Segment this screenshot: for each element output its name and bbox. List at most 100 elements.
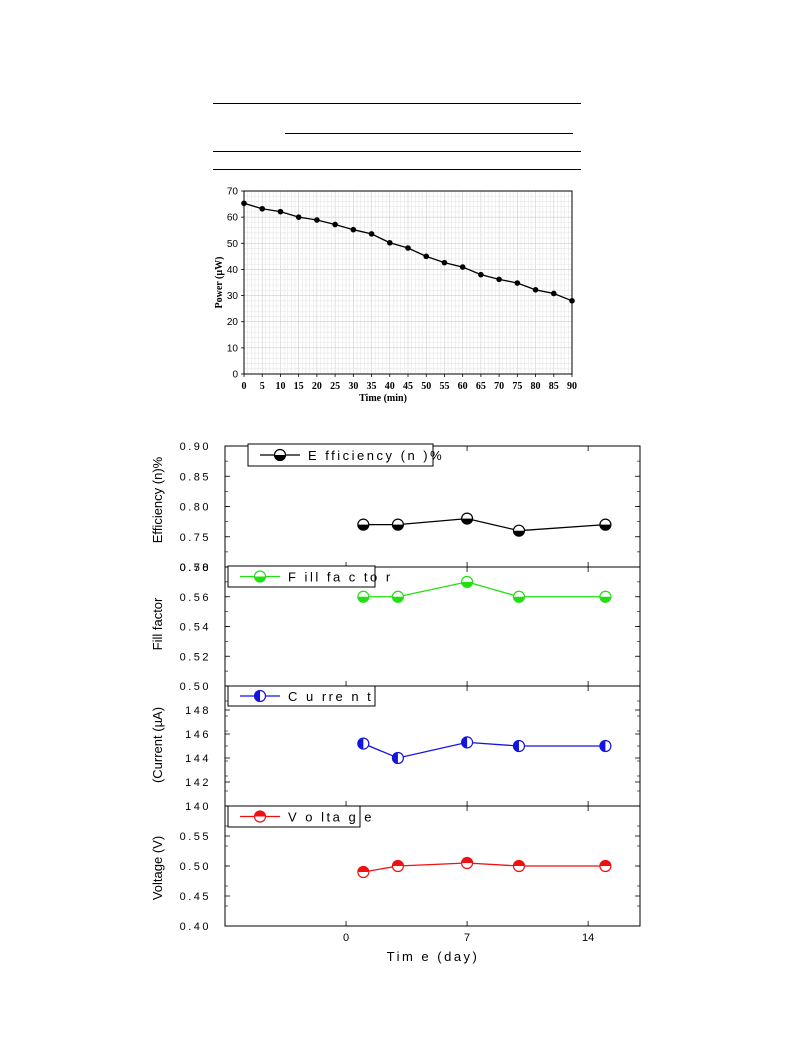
legend-marker (253, 810, 267, 823)
y-tick-label: 0.56 (180, 592, 211, 604)
data-point (350, 226, 357, 233)
y-tick-label: 0.45 (180, 891, 211, 903)
y-tick-label: 0.52 (180, 651, 211, 663)
y-tick-label: 142 (185, 777, 211, 789)
data-point (441, 259, 448, 266)
y-tick-label: 0.50 (180, 861, 211, 873)
data-point (241, 200, 247, 207)
y-axis-label-fill_factor: Fill factor (150, 597, 165, 650)
legend-marker (253, 570, 267, 583)
legend-box-efficiency (247, 443, 434, 467)
data-point-efficiency (599, 518, 612, 531)
y-tick-label: 0.85 (180, 471, 211, 483)
data-point-fill_factor (512, 590, 526, 603)
y-tick-label: 144 (185, 753, 211, 765)
x-tick-label: 20 (312, 381, 322, 392)
y-tick-label: 0.80 (180, 502, 211, 514)
data-point (368, 231, 375, 237)
x-tick-label: 10 (275, 381, 285, 392)
legend-label-voltage: V o lta g e (288, 810, 374, 825)
table-top-rule (213, 103, 581, 104)
y-tick-label: 148 (185, 705, 211, 717)
x-tick-label: 25 (330, 381, 340, 392)
x-tick-label: 85 (549, 381, 559, 392)
legend-box-current (227, 685, 376, 707)
data-point (295, 214, 302, 220)
data-point-voltage (391, 859, 405, 873)
x-tick-label: 90 (567, 381, 577, 392)
x-tick-label: 35 (367, 381, 377, 392)
data-point-fill_factor (391, 590, 405, 603)
y-tick-label: 70 (227, 187, 239, 198)
data-point (514, 280, 521, 286)
table-bottom-rule (213, 169, 581, 170)
y-axis-label-current: (Current (µA) (150, 707, 165, 783)
y-tick-label: 10 (227, 343, 239, 354)
x-tick-label: 80 (531, 381, 541, 392)
y-tick-label: 0.70 (180, 562, 211, 574)
y-tick-label: 0.54 (180, 622, 211, 634)
data-point-fill_factor (460, 575, 474, 588)
data-point-current (460, 736, 474, 749)
table-header-subrule (285, 133, 573, 134)
x-tick-label: 75 (512, 381, 522, 392)
data-point-current (357, 737, 370, 750)
data-point (277, 208, 284, 215)
data-point-current (599, 739, 612, 753)
legend-box-fill_factor (227, 565, 376, 588)
y-tick-label: 0.50 (180, 681, 211, 693)
data-point-current (512, 739, 526, 753)
data-point-efficiency (391, 518, 405, 531)
data-point-current (391, 751, 405, 765)
legend-marker (273, 448, 287, 462)
data-point (550, 290, 557, 297)
y-tick-label: 0.55 (180, 831, 211, 843)
legend-label-efficiency: E fficiency (n )% (308, 448, 444, 463)
x-tick-label: 5 (260, 381, 265, 392)
data-point (478, 271, 484, 278)
y-tick-label: 60 (227, 213, 239, 224)
y-tick-label: 30 (227, 291, 239, 302)
data-point (386, 239, 393, 246)
data-point-efficiency (512, 524, 526, 537)
data-point-voltage (460, 856, 474, 870)
y-tick-label: 0.75 (180, 532, 211, 544)
y-tick-label: 50 (227, 239, 239, 250)
y-tick-label: 0.90 (180, 441, 211, 453)
data-point (405, 245, 411, 251)
data-point-voltage (599, 859, 612, 873)
x-axis-label: Time (min) (359, 393, 407, 404)
x-tick-label: 0 (343, 932, 349, 944)
x-tick-label: 0 (242, 381, 247, 392)
x-tick-label: 60 (458, 381, 468, 392)
data-point-voltage (512, 859, 526, 873)
data-point (423, 253, 430, 260)
x-tick-label: 40 (385, 381, 395, 392)
x-tick-label: 7 (464, 932, 470, 944)
power-time-chart: 0 5 10 15 20 25 30 35 40 45 50 55 60 65 70 75 80 85 90 0 10 2… (214, 187, 577, 405)
data-point-efficiency (460, 512, 474, 525)
data-point (532, 287, 539, 293)
x-tick-label: 65 (476, 381, 486, 392)
y-tick-label: 0.40 (180, 921, 211, 933)
y-axis-label-voltage: Voltage (V) (150, 836, 165, 900)
legend-label-fill_factor: F ill fa c to r (288, 570, 393, 585)
x-axis-label: Tim e (day) (387, 949, 480, 964)
data-point (314, 217, 320, 223)
table-mid-rule (213, 151, 581, 152)
data-point (569, 298, 575, 304)
x-tick-label: 15 (294, 381, 304, 392)
x-tick-label: 55 (439, 381, 449, 392)
y-tick-label: 0.58 (180, 562, 211, 574)
y-axis-label: Power (µW) (214, 257, 225, 309)
legend-marker (253, 689, 267, 703)
y-tick-label: 146 (185, 729, 211, 741)
data-point-voltage (357, 865, 370, 879)
data-point (259, 205, 266, 212)
y-tick-label: 0 (232, 370, 238, 381)
data-point (459, 264, 466, 270)
x-tick-label: 14 (582, 932, 594, 944)
x-tick-label: 45 (403, 381, 413, 392)
data-point (332, 221, 338, 228)
data-point-fill_factor (599, 590, 612, 603)
